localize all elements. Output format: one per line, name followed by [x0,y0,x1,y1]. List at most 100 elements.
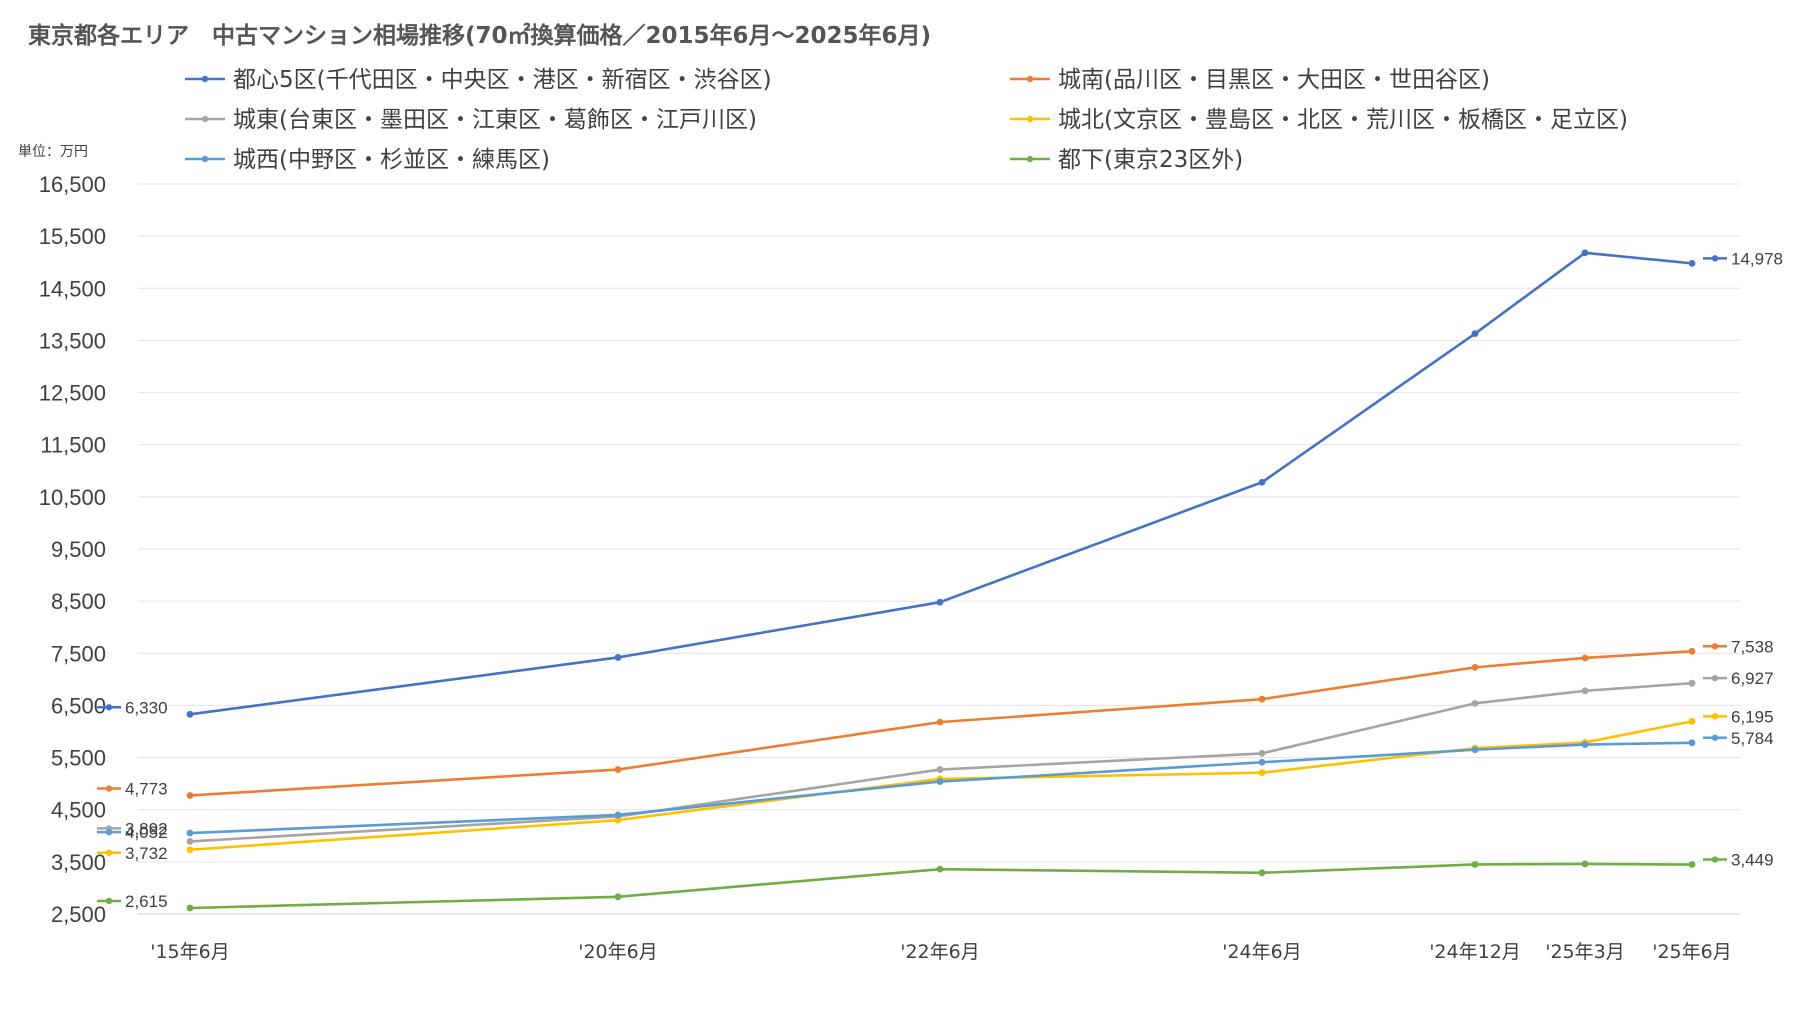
x-tick-label: '24年6月 [1222,941,1302,963]
end-value-label: 5,784 [1731,729,1774,748]
data-point [186,710,194,718]
series-2: 3,892 6,927 [97,669,1774,845]
data-point [186,904,194,912]
data-point [1581,741,1589,748]
y-tick-label: 15,500 [39,224,106,249]
legend-swatch-marker [201,115,209,123]
data-point [614,654,622,661]
series-line [189,741,1693,835]
chart-title: 東京都各エリア 中古マンション相場推移(70㎡換算価格／2015年6月〜2025… [28,22,931,49]
plot-area: 6,330 14,978 4,773 7,538 3,892 6,927 3,732 6,19… [97,249,1783,912]
data-point [1258,478,1266,486]
legend: 都心5区(千代田区・中央区・港区・新宿区・渋谷区) 城南(品川区・目黒区・大田区・… [185,67,1628,173]
x-tick-label: '24年12月 [1429,941,1521,963]
x-tick-label: '20年6月 [578,941,658,963]
data-point [1688,259,1696,267]
data-point [936,865,944,873]
legend-item: 城西(中野区・杉並区・練馬区) [185,147,550,173]
data-point [1581,654,1589,662]
data-point [186,838,194,845]
start-value-label: 3,892 [125,819,168,838]
series-1: 4,773 7,538 [97,637,1774,799]
data-point [936,766,944,773]
data-point [1258,769,1266,777]
end-value-label: 7,538 [1731,637,1774,656]
legend-swatch-marker [201,75,209,83]
end-label-marker [1703,713,1727,720]
data-point [1688,679,1696,687]
legend-label: 都下(東京23区外) [1058,147,1243,173]
start-label-marker [97,785,121,792]
y-tick-label: 3,500 [51,850,106,875]
end-label-marker [1703,734,1727,741]
y-tick-label: 10,500 [39,485,106,510]
start-value-label: 6,330 [125,698,168,717]
end-label-dot [1711,255,1719,262]
start-label-marker [97,897,121,905]
data-point [186,792,194,799]
x-tick-label: '25年6月 [1652,941,1732,963]
legend-swatch-marker [1026,75,1034,83]
data-point [1471,663,1479,671]
end-value-label: 3,449 [1731,851,1774,870]
data-point [936,598,944,606]
start-value-label: 4,052 [125,823,168,842]
series-5: 2,615 3,449 [97,851,1774,912]
end-label-marker [1703,255,1727,262]
start-label-dot [105,704,113,711]
data-point [1581,687,1589,695]
legend-label: 城北(文京区・豊島区・北区・荒川区・板橋区・足立区) [1058,107,1628,133]
x-tick-label: '25年3月 [1545,941,1625,963]
data-point [1471,861,1479,868]
data-point [614,811,622,819]
series-0: 6,330 14,978 [97,249,1783,718]
legend-item: 城北(文京区・豊島区・北区・荒川区・板橋区・足立区) [1010,107,1628,133]
end-label-marker [1703,856,1727,863]
start-label-marker [97,828,121,836]
data-point [1581,249,1589,257]
y-tick-label: 2,500 [51,902,106,927]
y-tick-label: 11,500 [40,433,106,458]
data-point [1258,695,1266,703]
legend-label: 城南(品川区・目黒区・大田区・世田谷区) [1058,67,1490,93]
start-label-marker [97,849,121,856]
data-point [1688,861,1696,868]
grid-lines [138,183,1740,915]
end-label-marker [1703,674,1727,682]
series-4: 4,052 5,784 [97,729,1774,842]
end-label-dot [1711,856,1719,863]
series-line [189,681,1693,843]
y-tick-label: 8,500 [51,589,106,614]
legend-label: 都心5区(千代田区・中央区・港区・新宿区・渋谷区) [233,67,772,93]
data-point [1688,739,1696,747]
legend-swatch-marker [201,155,209,163]
legend-label: 城東(台東区・墨田区・江東区・葛飾区・江戸川区) [233,107,757,133]
y-tick-label: 14,500 [39,276,106,301]
y-tick-label: 6,500 [51,693,106,718]
x-axis: '15年6月 '20年6月 '22年6月 '24年6月 '24年12月 '25年3月 '25… [150,941,1732,963]
legend-swatch-marker [1026,155,1034,163]
data-point [1471,699,1479,707]
series-line [189,720,1693,852]
x-tick-label: '15年6月 [150,941,230,963]
y-tick-label: 5,500 [51,746,106,771]
legend-swatch-marker [1026,115,1034,123]
data-point [186,829,194,837]
start-label-dot [105,785,113,792]
legend-label: 城西(中野区・杉並区・練馬区) [233,147,550,173]
data-point [1258,750,1266,757]
y-tick-label: 9,500 [51,537,106,562]
legend-item: 都心5区(千代田区・中央区・港区・新宿区・渋谷区) [185,67,772,93]
end-value-label: 6,195 [1731,707,1774,726]
end-label-dot [1711,643,1719,650]
y-tick-label: 7,500 [51,641,106,666]
end-value-label: 6,927 [1731,669,1774,688]
legend-item: 都下(東京23区外) [1010,147,1243,173]
data-point [1258,869,1266,877]
end-value-label: 14,978 [1731,249,1783,268]
data-point [614,766,622,773]
data-point [1258,758,1266,766]
data-point [936,778,944,785]
end-label-dot [1711,674,1719,682]
